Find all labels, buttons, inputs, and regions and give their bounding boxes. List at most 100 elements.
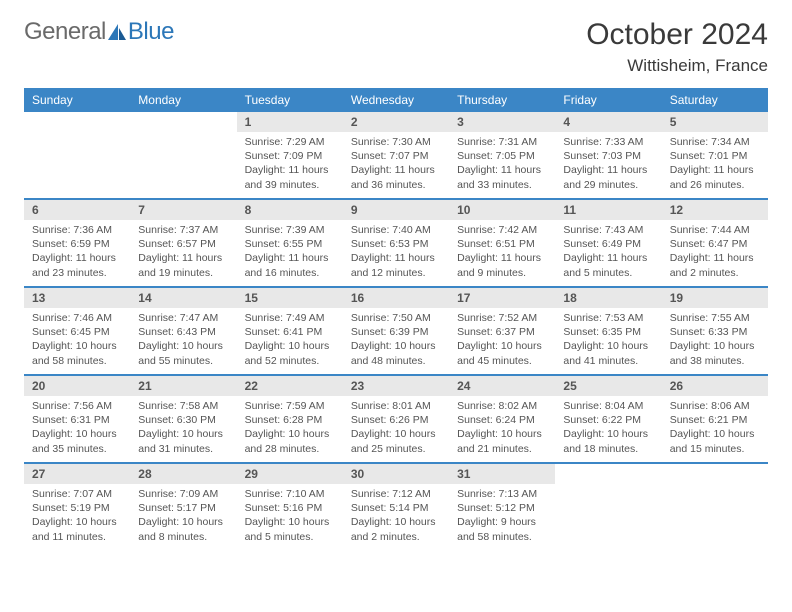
day-body: Sunrise: 7:39 AMSunset: 6:55 PMDaylight:… bbox=[237, 220, 343, 286]
logo-text-general: General bbox=[24, 18, 106, 46]
dow-sunday: Sunday bbox=[24, 88, 130, 112]
sunrise-text: Sunrise: 7:12 AM bbox=[351, 487, 441, 501]
day-body: Sunrise: 7:43 AMSunset: 6:49 PMDaylight:… bbox=[555, 220, 661, 286]
day-body: Sunrise: 8:04 AMSunset: 6:22 PMDaylight:… bbox=[555, 396, 661, 462]
day-cell: 28Sunrise: 7:09 AMSunset: 5:17 PMDayligh… bbox=[130, 464, 236, 550]
day-number: 4 bbox=[555, 112, 661, 132]
day-body: Sunrise: 7:59 AMSunset: 6:28 PMDaylight:… bbox=[237, 396, 343, 462]
dow-thursday: Thursday bbox=[449, 88, 555, 112]
sunrise-text: Sunrise: 7:56 AM bbox=[32, 399, 122, 413]
sunrise-text: Sunrise: 7:55 AM bbox=[670, 311, 760, 325]
day-cell: 16Sunrise: 7:50 AMSunset: 6:39 PMDayligh… bbox=[343, 288, 449, 374]
sunrise-text: Sunrise: 7:34 AM bbox=[670, 135, 760, 149]
month-title: October 2024 bbox=[586, 18, 768, 52]
day-cell: 13Sunrise: 7:46 AMSunset: 6:45 PMDayligh… bbox=[24, 288, 130, 374]
day-cell: 7Sunrise: 7:37 AMSunset: 6:57 PMDaylight… bbox=[130, 200, 236, 286]
sunset-text: Sunset: 6:37 PM bbox=[457, 325, 547, 339]
sunset-text: Sunset: 5:17 PM bbox=[138, 501, 228, 515]
daylight-text: Daylight: 10 hours and 38 minutes. bbox=[670, 339, 760, 367]
day-number: 28 bbox=[130, 464, 236, 484]
calendar: Sunday Monday Tuesday Wednesday Thursday… bbox=[24, 88, 768, 550]
location: Wittisheim, France bbox=[586, 56, 768, 76]
daylight-text: Daylight: 10 hours and 52 minutes. bbox=[245, 339, 335, 367]
daylight-text: Daylight: 10 hours and 31 minutes. bbox=[138, 427, 228, 455]
daylight-text: Daylight: 11 hours and 2 minutes. bbox=[670, 251, 760, 279]
sunrise-text: Sunrise: 7:37 AM bbox=[138, 223, 228, 237]
logo-sail-icon bbox=[106, 22, 128, 42]
sunrise-text: Sunrise: 7:31 AM bbox=[457, 135, 547, 149]
sunset-text: Sunset: 6:30 PM bbox=[138, 413, 228, 427]
day-body: Sunrise: 7:37 AMSunset: 6:57 PMDaylight:… bbox=[130, 220, 236, 286]
day-number: 6 bbox=[24, 200, 130, 220]
daylight-text: Daylight: 10 hours and 5 minutes. bbox=[245, 515, 335, 543]
day-body: Sunrise: 7:55 AMSunset: 6:33 PMDaylight:… bbox=[662, 308, 768, 374]
sunset-text: Sunset: 7:07 PM bbox=[351, 149, 441, 163]
day-cell: 30Sunrise: 7:12 AMSunset: 5:14 PMDayligh… bbox=[343, 464, 449, 550]
day-cell: 11Sunrise: 7:43 AMSunset: 6:49 PMDayligh… bbox=[555, 200, 661, 286]
sunset-text: Sunset: 6:31 PM bbox=[32, 413, 122, 427]
sunset-text: Sunset: 6:41 PM bbox=[245, 325, 335, 339]
day-number: 3 bbox=[449, 112, 555, 132]
week-row: 6Sunrise: 7:36 AMSunset: 6:59 PMDaylight… bbox=[24, 200, 768, 288]
sunrise-text: Sunrise: 7:44 AM bbox=[670, 223, 760, 237]
day-body: Sunrise: 7:46 AMSunset: 6:45 PMDaylight:… bbox=[24, 308, 130, 374]
sunrise-text: Sunrise: 7:50 AM bbox=[351, 311, 441, 325]
daylight-text: Daylight: 10 hours and 41 minutes. bbox=[563, 339, 653, 367]
daylight-text: Daylight: 11 hours and 26 minutes. bbox=[670, 163, 760, 191]
sunrise-text: Sunrise: 7:43 AM bbox=[563, 223, 653, 237]
day-number: 13 bbox=[24, 288, 130, 308]
daylight-text: Daylight: 11 hours and 9 minutes. bbox=[457, 251, 547, 279]
sunset-text: Sunset: 6:35 PM bbox=[563, 325, 653, 339]
daylight-text: Daylight: 9 hours and 58 minutes. bbox=[457, 515, 547, 543]
day-number: 20 bbox=[24, 376, 130, 396]
sunset-text: Sunset: 6:26 PM bbox=[351, 413, 441, 427]
day-body: Sunrise: 7:12 AMSunset: 5:14 PMDaylight:… bbox=[343, 484, 449, 550]
day-cell: . bbox=[24, 112, 130, 198]
sunset-text: Sunset: 6:47 PM bbox=[670, 237, 760, 251]
title-block: October 2024 Wittisheim, France bbox=[586, 18, 768, 76]
day-cell: 26Sunrise: 8:06 AMSunset: 6:21 PMDayligh… bbox=[662, 376, 768, 462]
daylight-text: Daylight: 11 hours and 12 minutes. bbox=[351, 251, 441, 279]
sunrise-text: Sunrise: 7:10 AM bbox=[245, 487, 335, 501]
day-number: 30 bbox=[343, 464, 449, 484]
dow-friday: Friday bbox=[555, 88, 661, 112]
sunset-text: Sunset: 6:57 PM bbox=[138, 237, 228, 251]
day-cell: . bbox=[662, 464, 768, 550]
day-cell: . bbox=[130, 112, 236, 198]
day-body: Sunrise: 7:33 AMSunset: 7:03 PMDaylight:… bbox=[555, 132, 661, 198]
logo-text-blue: Blue bbox=[128, 18, 174, 46]
day-cell: 15Sunrise: 7:49 AMSunset: 6:41 PMDayligh… bbox=[237, 288, 343, 374]
day-number: 27 bbox=[24, 464, 130, 484]
day-cell: 1Sunrise: 7:29 AMSunset: 7:09 PMDaylight… bbox=[237, 112, 343, 198]
day-body: Sunrise: 7:07 AMSunset: 5:19 PMDaylight:… bbox=[24, 484, 130, 550]
day-body: Sunrise: 7:13 AMSunset: 5:12 PMDaylight:… bbox=[449, 484, 555, 550]
day-cell: 23Sunrise: 8:01 AMSunset: 6:26 PMDayligh… bbox=[343, 376, 449, 462]
day-number: 5 bbox=[662, 112, 768, 132]
day-cell: 6Sunrise: 7:36 AMSunset: 6:59 PMDaylight… bbox=[24, 200, 130, 286]
day-cell: 10Sunrise: 7:42 AMSunset: 6:51 PMDayligh… bbox=[449, 200, 555, 286]
day-number: 2 bbox=[343, 112, 449, 132]
sunset-text: Sunset: 6:28 PM bbox=[245, 413, 335, 427]
daylight-text: Daylight: 11 hours and 16 minutes. bbox=[245, 251, 335, 279]
sunrise-text: Sunrise: 7:59 AM bbox=[245, 399, 335, 413]
day-number: 24 bbox=[449, 376, 555, 396]
sunset-text: Sunset: 5:16 PM bbox=[245, 501, 335, 515]
daylight-text: Daylight: 11 hours and 19 minutes. bbox=[138, 251, 228, 279]
sunset-text: Sunset: 6:51 PM bbox=[457, 237, 547, 251]
day-body: Sunrise: 7:56 AMSunset: 6:31 PMDaylight:… bbox=[24, 396, 130, 462]
week-row: 20Sunrise: 7:56 AMSunset: 6:31 PMDayligh… bbox=[24, 376, 768, 464]
day-body: Sunrise: 7:44 AMSunset: 6:47 PMDaylight:… bbox=[662, 220, 768, 286]
day-body: Sunrise: 7:29 AMSunset: 7:09 PMDaylight:… bbox=[237, 132, 343, 198]
day-number: 8 bbox=[237, 200, 343, 220]
dow-tuesday: Tuesday bbox=[237, 88, 343, 112]
sunrise-text: Sunrise: 7:49 AM bbox=[245, 311, 335, 325]
daylight-text: Daylight: 10 hours and 15 minutes. bbox=[670, 427, 760, 455]
day-cell: 3Sunrise: 7:31 AMSunset: 7:05 PMDaylight… bbox=[449, 112, 555, 198]
day-number: 14 bbox=[130, 288, 236, 308]
day-body: Sunrise: 7:31 AMSunset: 7:05 PMDaylight:… bbox=[449, 132, 555, 198]
day-cell: 4Sunrise: 7:33 AMSunset: 7:03 PMDaylight… bbox=[555, 112, 661, 198]
sunset-text: Sunset: 7:09 PM bbox=[245, 149, 335, 163]
day-number: 1 bbox=[237, 112, 343, 132]
day-cell: 29Sunrise: 7:10 AMSunset: 5:16 PMDayligh… bbox=[237, 464, 343, 550]
day-number: 19 bbox=[662, 288, 768, 308]
